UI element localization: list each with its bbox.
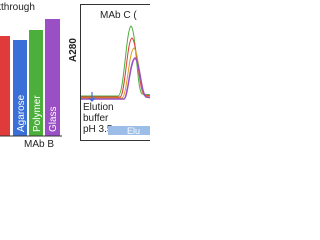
figure: kthrough Agarose Polymer Glass MAb B A28… [0,2,153,150]
arrow [88,97,96,102]
left-title: kthrough [0,2,35,13]
bar [0,36,10,136]
elution-bar [108,126,152,135]
right-title: MAb C ( [100,10,137,21]
elution-bar-label: Elu [127,126,140,136]
trace [81,57,153,100]
annotation: buffer [83,113,109,124]
bar-label: Glass [48,106,59,132]
bar [29,30,43,136]
trace [81,37,153,98]
y-label: A280 [68,38,79,62]
bar [45,19,60,136]
annotation: pH 3.5 [83,124,113,135]
group-label: MAb B [24,139,54,150]
bar-label: Polymer [32,95,43,132]
bar [13,40,27,136]
trace [81,25,153,97]
bar-label: Agarose [16,94,27,132]
annotation: Elution [83,102,114,113]
